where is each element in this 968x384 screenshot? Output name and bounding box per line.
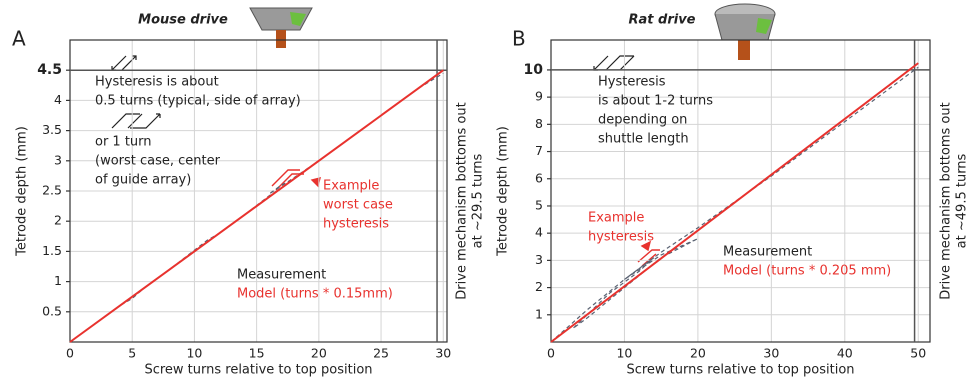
annotation: Hysteresis <box>598 75 666 90</box>
hysteresis-icon <box>112 56 634 128</box>
side-label: at ~29.5 turns <box>471 153 486 248</box>
legend-entry: Model (turns * 0.205 mm) <box>723 264 891 279</box>
legend-entry: Measurement <box>237 268 326 283</box>
annotation: depending on <box>598 113 687 128</box>
x-tick-label: 20 <box>690 346 706 361</box>
side-label: at ~49.5 turns <box>955 153 968 248</box>
legend-entry: Measurement <box>723 245 812 260</box>
y-tick-label: 5 <box>535 197 543 212</box>
y-tick-label: 2.5 <box>42 183 62 198</box>
y-tick-label: 10 <box>524 62 544 78</box>
y-axis-label: Tetrode depth (mm) <box>15 126 30 257</box>
x-tick-label: 30 <box>763 346 779 361</box>
x-axis-label: Screw turns relative to top position <box>144 363 372 378</box>
annotation: shuttle length <box>598 132 689 147</box>
annotation: of guide array) <box>95 173 191 188</box>
y-tick-label: 7 <box>535 143 543 158</box>
y-tick-label: 2 <box>54 213 62 228</box>
x-tick-label: 0 <box>66 346 74 361</box>
y-tick-label: 8 <box>535 116 543 131</box>
chart-title: Rat drive <box>629 13 696 28</box>
y-tick-label: 4 <box>54 92 62 107</box>
y-tick-label: 1.5 <box>42 243 62 258</box>
x-tick-label: 50 <box>910 346 926 361</box>
y-tick-label: 9 <box>535 89 543 104</box>
y-tick-label: 3 <box>54 152 62 167</box>
side-label: Drive mechanism bottoms out <box>455 102 470 299</box>
annotation: or 1 turn <box>95 135 152 150</box>
rat-drive-icon <box>715 4 775 60</box>
mouse-drive-icon <box>250 8 312 48</box>
y-tick-label: 3 <box>535 252 543 267</box>
y-tick-label: 1 <box>535 306 543 321</box>
y-tick-label: 3.5 <box>42 122 62 137</box>
annotation: 0.5 turns (typical, side of array) <box>95 94 301 109</box>
x-tick-label: 15 <box>249 346 265 361</box>
x-tick-label: 30 <box>435 346 451 361</box>
y-tick-label: 6 <box>535 170 543 185</box>
panel-label: B <box>512 27 526 51</box>
annotation: Example <box>588 211 644 226</box>
side-label: Drive mechanism bottoms out <box>939 102 954 299</box>
annotation: Hysteresis is about <box>95 75 219 90</box>
x-tick-label: 40 <box>837 346 853 361</box>
y-axis-label: Tetrode depth (mm) <box>496 126 511 257</box>
y-tick-label: 4 <box>535 225 543 240</box>
annotation: hysteresis <box>323 217 389 232</box>
y-tick-label: 2 <box>535 279 543 294</box>
x-tick-label: 10 <box>616 346 632 361</box>
legend-entry: Model (turns * 0.15mm) <box>237 287 393 302</box>
annotation: hysteresis <box>588 230 654 245</box>
panel-label: A <box>12 27 26 51</box>
annotation: Example <box>323 179 379 194</box>
x-tick-label: 0 <box>547 346 555 361</box>
x-tick-label: 10 <box>186 346 202 361</box>
y-tick-label: 1 <box>54 273 62 288</box>
figure: AMouse drive0510152025300.511.522.533.54… <box>0 0 968 384</box>
chart-title: Mouse drive <box>138 13 228 28</box>
annotation: is about 1-2 turns <box>598 94 713 109</box>
x-tick-label: 25 <box>373 346 389 361</box>
y-tick-label: 0.5 <box>42 303 62 318</box>
x-tick-label: 20 <box>311 346 327 361</box>
x-axis-label: Screw turns relative to top position <box>626 363 854 378</box>
y-tick-label: 4.5 <box>37 62 62 78</box>
x-tick-label: 5 <box>128 346 136 361</box>
annotation: worst case <box>323 198 393 213</box>
annotation: (worst case, center <box>95 154 221 169</box>
